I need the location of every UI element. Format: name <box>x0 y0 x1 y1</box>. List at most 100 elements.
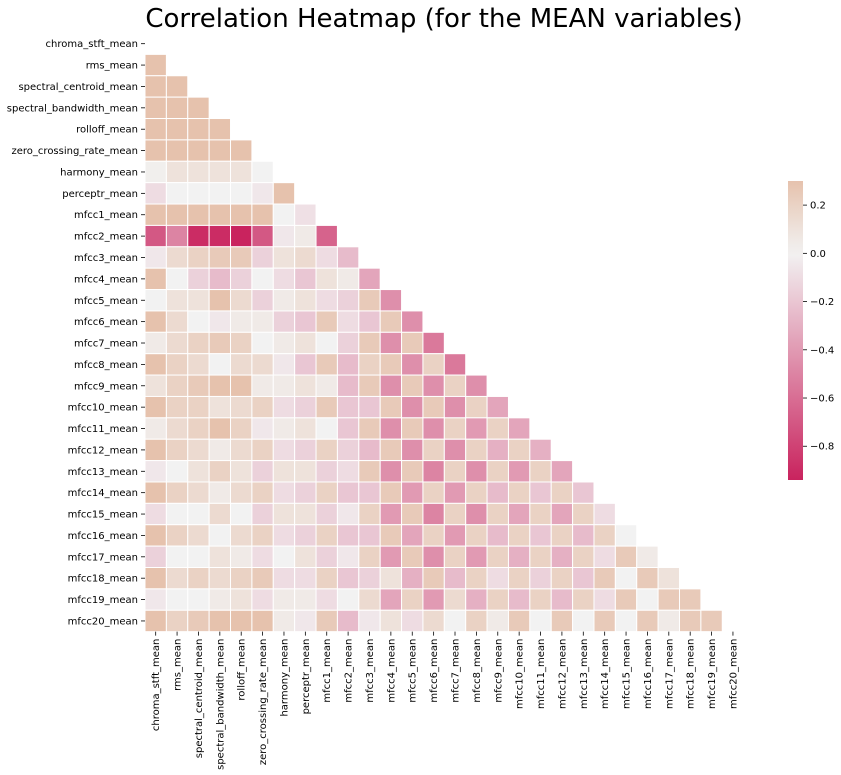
x-tick-label: mfcc14_mean <box>600 639 611 709</box>
y-tick-label: mfcc9_mean <box>74 381 138 392</box>
heatmap-cell <box>144 481 167 504</box>
heatmap-cell <box>358 310 381 333</box>
heatmap-cell <box>315 502 338 526</box>
heatmap-cell <box>187 567 210 590</box>
heatmap-cell <box>315 524 338 547</box>
heatmap-cell <box>401 417 424 440</box>
heatmap-cell <box>700 609 723 633</box>
x-tick-label: perceptr_mean <box>301 639 312 715</box>
heatmap-cell <box>230 588 253 611</box>
heatmap-cell <box>401 310 424 333</box>
heatmap-cell <box>208 353 232 376</box>
heatmap-cell <box>486 567 509 590</box>
heatmap-cell <box>208 118 232 141</box>
heatmap-cell <box>230 289 253 312</box>
y-tick-label: mfcc1_mean <box>74 210 138 221</box>
heatmap-cell <box>401 438 424 462</box>
heatmap-cell <box>251 160 274 184</box>
y-tick-label: mfcc11_mean <box>68 424 138 435</box>
y-tick-label: rms_mean <box>86 61 138 72</box>
heatmap-cell <box>294 267 317 291</box>
heatmap-cell <box>272 481 296 504</box>
heatmap-cell <box>272 502 296 526</box>
heatmap-cell <box>208 267 232 291</box>
heatmap-cell <box>379 374 403 397</box>
heatmap-cell <box>187 96 210 120</box>
y-tick-label: mfcc12_mean <box>68 445 138 456</box>
heatmap-cell <box>208 203 232 226</box>
heatmap-cell <box>251 481 274 504</box>
x-tick-label: mfcc16_mean <box>643 639 654 709</box>
heatmap-cell <box>336 609 360 633</box>
heatmap-cell <box>144 160 167 184</box>
heatmap-cell <box>486 502 509 526</box>
heatmap-cell <box>230 395 253 419</box>
heatmap-cell <box>230 545 253 568</box>
heatmap-cell <box>251 395 274 419</box>
heatmap-cell <box>294 395 317 419</box>
heatmap-cell <box>230 524 253 547</box>
heatmap-cell <box>529 545 552 568</box>
heatmap-cell <box>443 524 467 547</box>
heatmap-cell <box>401 481 424 504</box>
y-tick-label: mfcc10_mean <box>68 403 138 414</box>
heatmap-cell <box>294 246 317 269</box>
heatmap-cell <box>294 438 317 462</box>
heatmap-cell <box>315 331 338 355</box>
y-tick-label: perceptr_mean <box>62 189 138 200</box>
heatmap-cell <box>443 395 467 419</box>
heatmap-cell <box>272 374 296 397</box>
heatmap-cell <box>379 609 403 633</box>
heatmap-cell <box>443 502 467 526</box>
heatmap-cell <box>144 289 167 312</box>
heatmap-cell <box>315 438 338 462</box>
heatmap-cell <box>272 353 296 376</box>
heatmap-cell <box>294 588 317 611</box>
heatmap-cell <box>358 353 381 376</box>
y-axis-tick-labels: chroma_stft_mean rms_mean spectral_centroi… <box>7 39 145 627</box>
heatmap-cell <box>422 545 445 568</box>
heatmap-cell <box>165 438 189 462</box>
heatmap-cell <box>401 353 424 376</box>
heatmap-cell <box>294 374 317 397</box>
y-tick-label: zero_crossing_rate_mean <box>12 146 138 157</box>
heatmap-cell <box>187 246 210 269</box>
heatmap-cell <box>187 267 210 291</box>
heatmap-cell <box>401 374 424 397</box>
heatmap-cell <box>165 481 189 504</box>
heatmap-cell <box>315 224 338 248</box>
heatmap-cell <box>422 374 445 397</box>
heatmap-cell <box>529 502 552 526</box>
heatmap-cell <box>230 502 253 526</box>
heatmap-cell <box>230 567 253 590</box>
heatmap-cell <box>443 374 467 397</box>
heatmap-cell <box>379 460 403 483</box>
heatmap-cell <box>144 438 167 462</box>
heatmap-cell <box>272 267 296 291</box>
heatmap-cell <box>251 182 274 205</box>
heatmap-cell <box>294 224 317 248</box>
heatmap-cell <box>187 588 210 611</box>
heatmap-cell <box>230 160 253 184</box>
heatmap-cell <box>294 331 317 355</box>
heatmap-cell <box>208 224 232 248</box>
heatmap-cell <box>358 481 381 504</box>
heatmap-cell <box>379 481 403 504</box>
heatmap-cell <box>315 353 338 376</box>
y-tick-label: mfcc16_mean <box>68 531 138 542</box>
heatmap-cell <box>636 609 659 633</box>
heatmap-cell <box>165 289 189 312</box>
heatmap-cell <box>336 481 360 504</box>
heatmap-cell <box>379 331 403 355</box>
heatmap-cell <box>422 481 445 504</box>
heatmap-cell <box>251 224 274 248</box>
heatmap-cell <box>379 289 403 312</box>
heatmap-cell <box>294 567 317 590</box>
heatmap-cell <box>401 502 424 526</box>
heatmap-cell <box>315 460 338 483</box>
heatmap-cell <box>572 609 595 633</box>
heatmap-cell <box>572 545 595 568</box>
heatmap-cell <box>272 609 296 633</box>
heatmap-cell <box>507 545 531 568</box>
heatmap-cell <box>251 246 274 269</box>
